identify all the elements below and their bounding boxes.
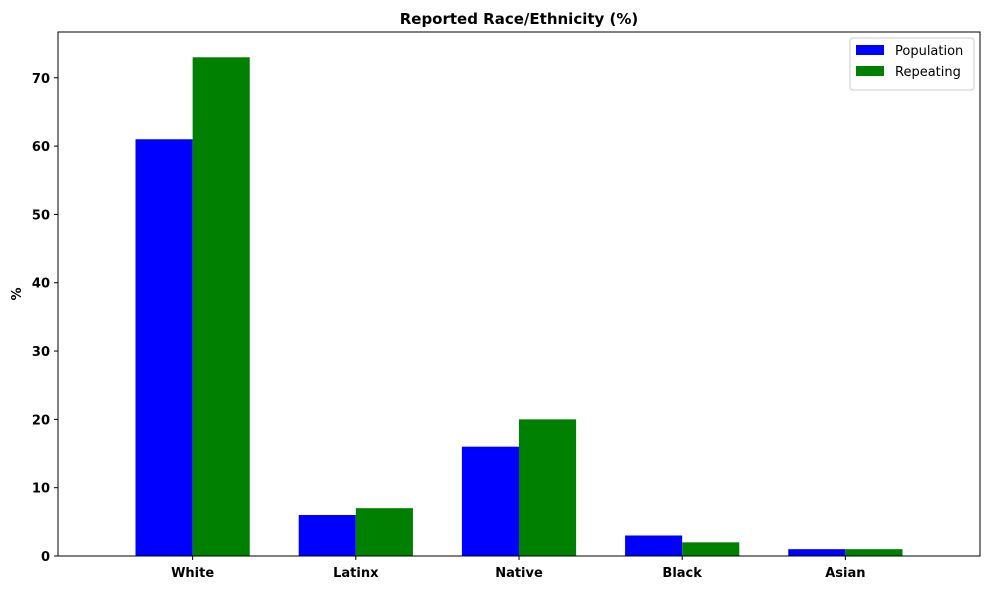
chart-title: Reported Race/Ethnicity (%) bbox=[400, 10, 639, 28]
bar-population-white bbox=[135, 139, 193, 556]
bar-repeating-native bbox=[519, 419, 577, 556]
x-tick-label: Asian bbox=[825, 566, 865, 581]
bar-repeating-latinx bbox=[355, 508, 413, 556]
plot-frame bbox=[57, 31, 981, 557]
y-tick-label: 0 bbox=[41, 550, 50, 565]
bar-repeating-asian bbox=[845, 549, 903, 556]
legend: Population Repeating bbox=[849, 37, 975, 91]
bar-population-native bbox=[461, 446, 519, 556]
x-tick-label: White bbox=[171, 566, 214, 581]
x-tick-label: Black bbox=[662, 566, 702, 581]
legend-swatch-population bbox=[856, 45, 884, 55]
bar-population-black bbox=[625, 535, 683, 556]
bar-population-latinx bbox=[298, 515, 356, 556]
bar-population-asian bbox=[788, 549, 846, 556]
bar-repeating-black bbox=[682, 542, 740, 556]
bar-repeating-white bbox=[192, 57, 250, 556]
y-axis-label: % bbox=[10, 287, 25, 300]
y-tick-label: 40 bbox=[32, 277, 50, 292]
y-tick-label: 20 bbox=[32, 413, 50, 428]
y-tick-label: 60 bbox=[32, 140, 50, 155]
y-tick-label: 70 bbox=[32, 72, 50, 87]
legend-swatch-repeating bbox=[856, 66, 884, 76]
y-tick-label: 30 bbox=[32, 345, 50, 360]
y-tick-label: 50 bbox=[32, 208, 50, 223]
y-axis-ticks: 0 10 20 30 40 50 60 70 bbox=[32, 72, 58, 565]
x-axis-ticks: White Latinx Native Black Asian bbox=[171, 556, 866, 581]
x-tick-label: Native bbox=[495, 566, 543, 581]
bars-group bbox=[135, 57, 903, 556]
legend-label-population: Population bbox=[895, 44, 963, 59]
x-tick-label: Latinx bbox=[333, 566, 379, 581]
y-tick-label: 10 bbox=[32, 482, 50, 497]
legend-label-repeating: Repeating bbox=[895, 65, 961, 80]
